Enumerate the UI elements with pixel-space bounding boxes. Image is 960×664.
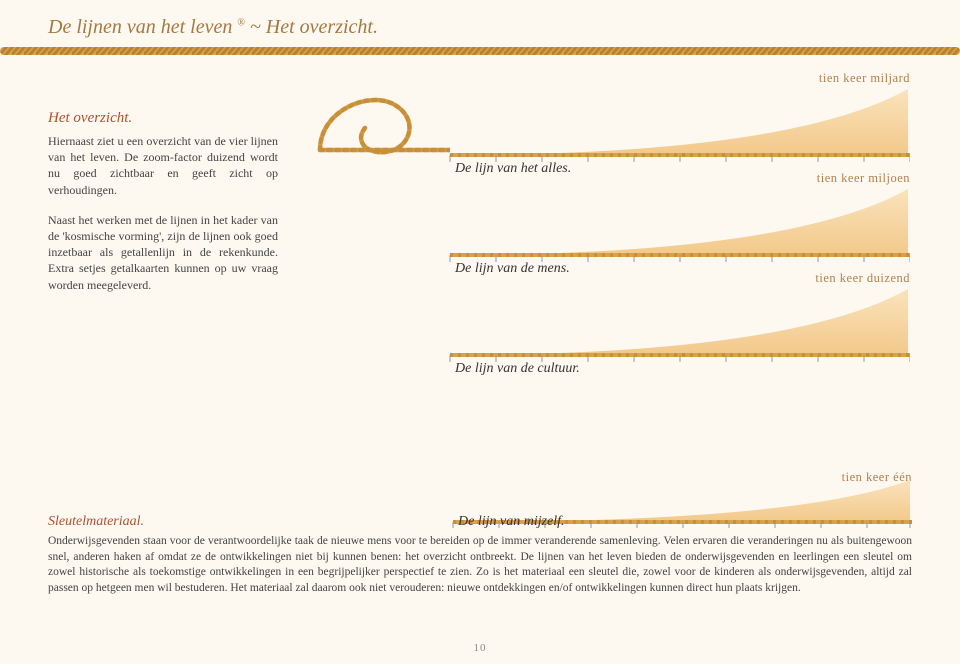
line-label: De lijn van de mens.	[455, 261, 570, 277]
scale-label: tien keer duizend	[815, 271, 910, 286]
line-chart-segment	[310, 185, 910, 285]
chart-area: tien keer miljard De lijn van het alles.…	[310, 80, 910, 430]
page-number: 10	[474, 642, 487, 654]
scale-label: tien keer miljoen	[817, 171, 910, 186]
paragraph-2: Naast het werken met de lijnen in het ka…	[48, 212, 278, 293]
line-chart-segment	[310, 85, 910, 185]
line-label-mijzelf: De lijn van mijzelf.	[458, 514, 565, 530]
chart-row: tien keer miljoen De lijn van de mens.	[310, 185, 910, 285]
chart-row: tien keer miljard De lijn van het alles.	[310, 85, 910, 185]
chart-row: tien keer duizend De lijn van de cultuur…	[310, 285, 910, 385]
bottom-section: tien keer één Sleutelmateriaal. De lijn	[48, 470, 912, 596]
page-title: De lijnen van het leven ® ~ Het overzich…	[48, 16, 378, 39]
line-label: De lijn van het alles.	[455, 161, 571, 177]
paragraph-1: Hiernaast ziet u een overzicht van de vi…	[48, 133, 278, 198]
top-rope-decoration	[0, 44, 960, 58]
left-column: Het overzicht. Hiernaast ziet u een over…	[48, 110, 278, 307]
line-label: De lijn van de cultuur.	[455, 361, 580, 377]
line-chart-segment	[310, 285, 910, 385]
sleutel-header: Sleutelmateriaal.	[48, 514, 144, 530]
scale-label: tien keer miljard	[819, 71, 910, 86]
section-header: Het overzicht.	[48, 110, 278, 127]
bottom-body-text: Onderwijsgevenden staan voor de verantwo…	[48, 534, 912, 596]
